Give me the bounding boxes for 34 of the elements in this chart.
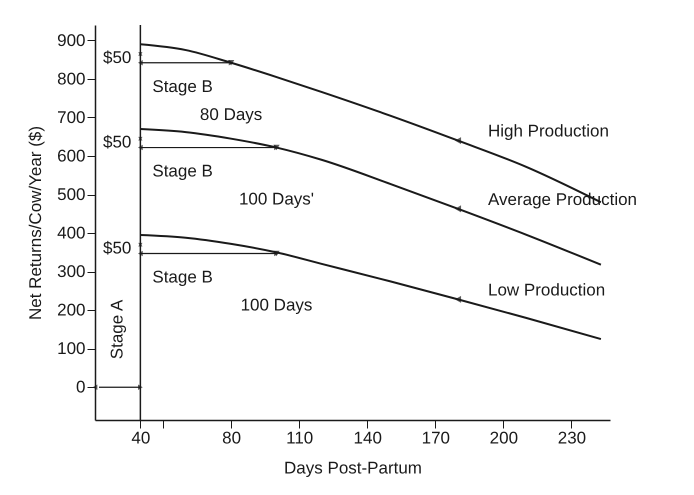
y-tick-label: 400 bbox=[57, 224, 86, 243]
series-label: High Production bbox=[488, 122, 609, 141]
annotation: 80 Days bbox=[200, 104, 262, 124]
annotation: 100 Days bbox=[240, 296, 312, 315]
point bbox=[273, 144, 280, 150]
x-tick-label: 110 bbox=[286, 428, 314, 448]
x-tick-label: 140 bbox=[354, 428, 382, 448]
annotation: $50 bbox=[103, 48, 132, 67]
y-axis-title: Net Returns/Cow/Year ($) bbox=[26, 126, 46, 320]
y-tick-label: 100 bbox=[57, 339, 86, 358]
annotation: 100 Days' bbox=[238, 190, 314, 209]
y-tick-label: 200 bbox=[57, 300, 86, 320]
annotation: $50 bbox=[103, 238, 132, 258]
x-tick-label: 80 bbox=[222, 428, 242, 448]
x-axis-title: Days Post-Partum bbox=[284, 458, 422, 478]
y-tick-label: 300 bbox=[57, 262, 86, 282]
y-tick-label: 700 bbox=[57, 108, 86, 127]
series-label: Average Production bbox=[488, 190, 638, 209]
x-tick-label: 230 bbox=[558, 428, 586, 448]
y-tick-label: 0 bbox=[76, 378, 86, 397]
x-tick-label: 200 bbox=[490, 428, 518, 448]
y-tick-label: 600 bbox=[57, 146, 86, 166]
annotation: Stage B bbox=[152, 76, 213, 96]
annotation: Stage B bbox=[152, 268, 213, 287]
y-tick-label: 900 bbox=[57, 30, 86, 50]
point bbox=[273, 250, 280, 256]
y-tick-label: 800 bbox=[57, 69, 86, 88]
series-label: Low Production bbox=[488, 280, 606, 300]
y-tick-label: 500 bbox=[57, 185, 86, 204]
annotation: Stage A bbox=[108, 299, 127, 360]
x-tick-label: 40 bbox=[131, 428, 150, 448]
annotation: Stage B bbox=[152, 162, 213, 181]
x-tick-label: 170 bbox=[422, 428, 450, 448]
annotation: $50 bbox=[103, 132, 132, 152]
